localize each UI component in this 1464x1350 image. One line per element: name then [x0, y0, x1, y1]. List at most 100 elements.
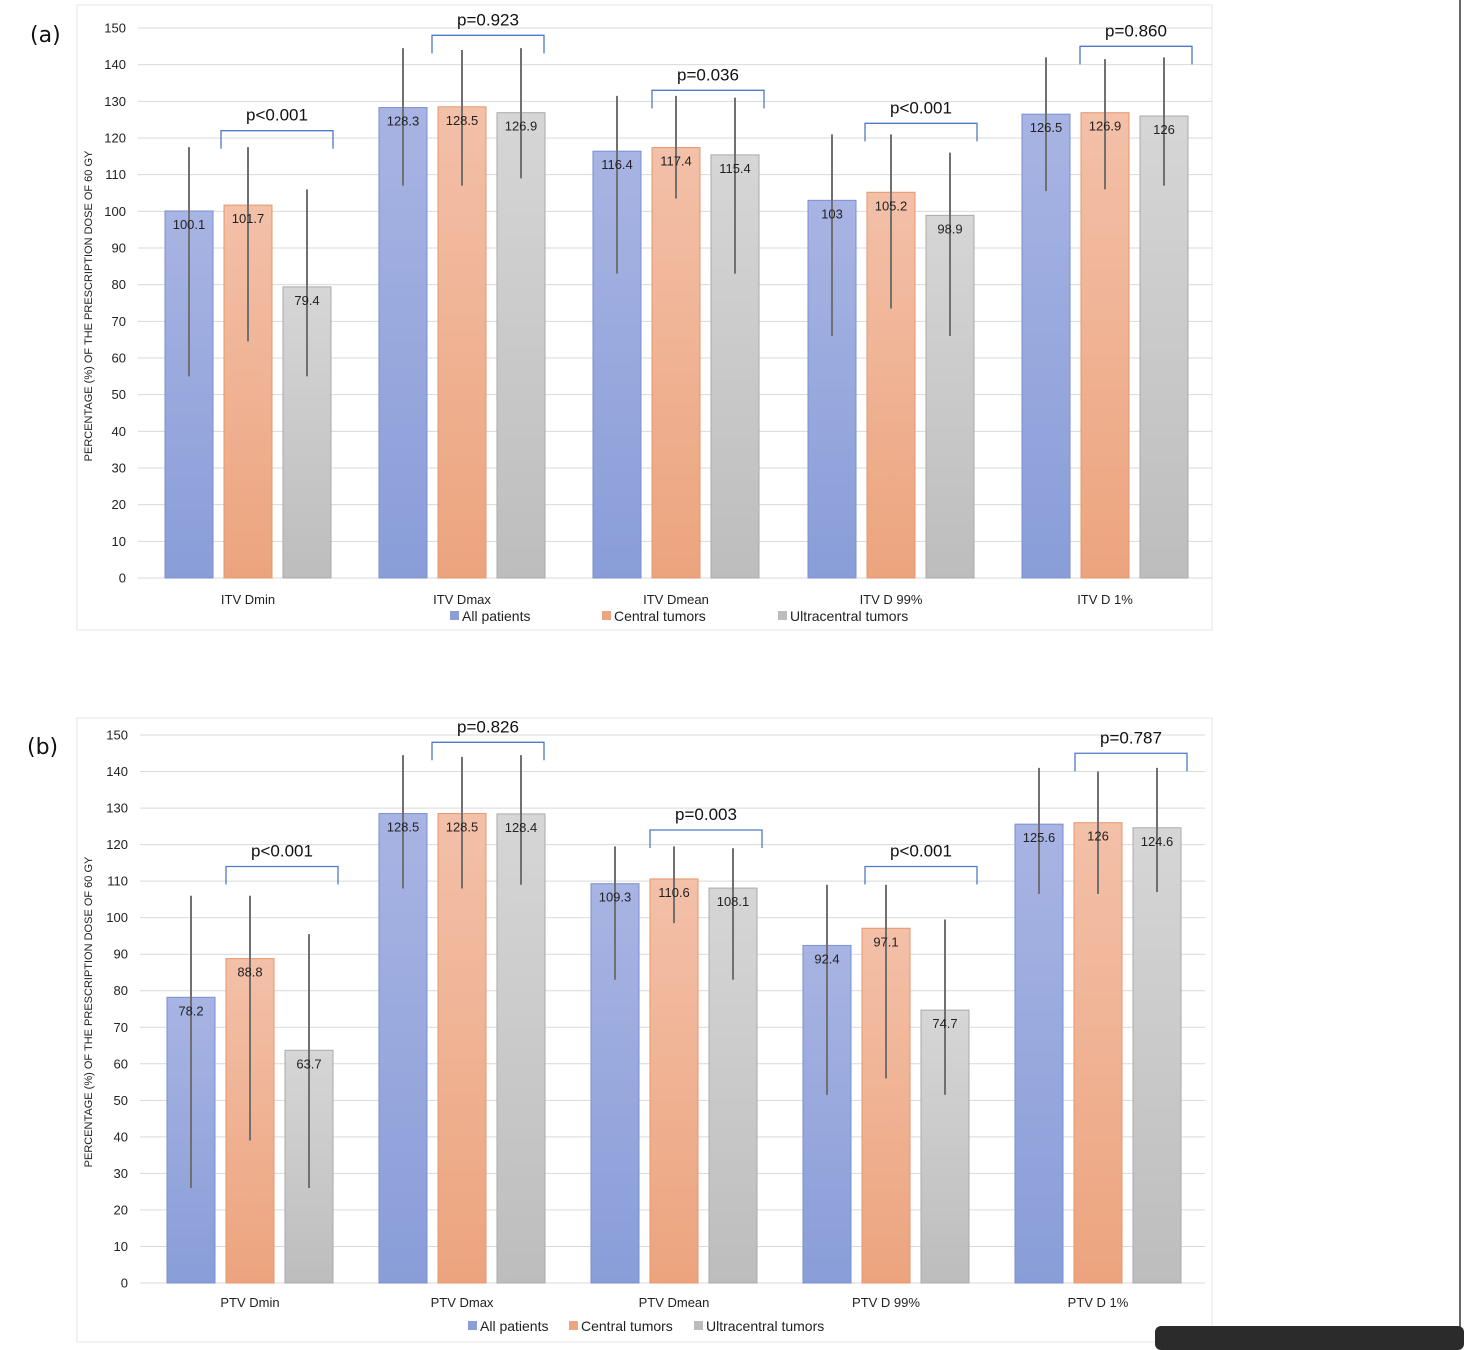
bar-central-tumors	[1073, 822, 1123, 1284]
p-value-label: p<0.001	[890, 842, 952, 861]
chart-a-frame	[76, 4, 1213, 631]
y-axis-label: PERCENTAGE (%) OF THE PRESCRIPTION DOSE …	[83, 150, 95, 461]
y-tick-label: 110	[105, 167, 126, 182]
chart-a: 0 10 20 30 40 50 60 70 80 90 100 110 120 130 140 150 PER…	[83, 10, 1212, 624]
significance-bracket	[220, 130, 334, 149]
category-label: ITV Dmin	[221, 592, 275, 607]
y-tick-label: 50	[112, 387, 126, 402]
data-label: 126.5	[1030, 120, 1063, 135]
legend-swatch-ultracentral-tumors	[778, 611, 787, 620]
legend-swatch-all-patients	[450, 611, 459, 620]
data-label: 97.1	[873, 934, 898, 949]
bar-central-tumors	[437, 813, 487, 1284]
category-label: ITV Dmax	[433, 592, 491, 607]
data-label: 109.3	[599, 890, 632, 905]
y-tick-label: 20	[114, 1202, 128, 1217]
panel-label-a: (a)	[30, 23, 61, 48]
y-tick-label: 70	[112, 314, 126, 329]
p-value-label: p=0.923	[457, 10, 519, 29]
y-tick-label: 0	[119, 571, 126, 586]
category-label: ITV D 99%	[860, 592, 923, 607]
data-label: 126	[1153, 122, 1175, 137]
y-tick-label: 10	[114, 1239, 128, 1254]
y-tick-label: 100	[106, 910, 128, 925]
category-label: PTV Dmean	[639, 1295, 710, 1310]
legend-swatch-central-tumors	[569, 1321, 578, 1330]
data-label: 126.9	[1089, 119, 1122, 134]
y-tick-label: 110	[107, 874, 128, 889]
data-label: 110.6	[658, 885, 690, 900]
y-tick-label: 120	[104, 131, 126, 146]
category-label: PTV Dmax	[431, 1295, 494, 1310]
y-tick-label: 130	[106, 801, 128, 816]
data-label: 117.4	[660, 154, 692, 169]
y-tick-label: 10	[112, 534, 126, 549]
significance-bracket	[1074, 752, 1188, 772]
data-label: 101.7	[232, 211, 265, 226]
y-tick-label: 40	[114, 1129, 128, 1144]
y-tick-label: 90	[114, 947, 128, 962]
legend-swatch-central-tumors	[602, 611, 611, 620]
bar-central-tumors	[1080, 112, 1130, 579]
data-label: 128.5	[446, 820, 479, 835]
y-tick-label: 140	[104, 57, 126, 72]
significance-bracket	[431, 741, 545, 761]
data-label: 125.6	[1023, 830, 1056, 845]
y-tick-label: 60	[112, 351, 126, 366]
significance-bracket	[225, 865, 339, 885]
data-label: 78.2	[178, 1003, 203, 1018]
category-label: PTV D 99%	[852, 1295, 920, 1310]
y-tick-label: 0	[121, 1276, 128, 1291]
y-tick-label: 40	[112, 424, 126, 439]
p-value-label: p=0.787	[1100, 728, 1162, 747]
bar-all-patients	[1014, 823, 1064, 1284]
bar-ultracentral-tumors	[1139, 115, 1189, 579]
y-tick-label: 80	[114, 983, 128, 998]
panel-label-b: (b)	[27, 735, 58, 760]
data-label: 124.6	[1141, 834, 1174, 849]
y-tick-label: 150	[106, 728, 128, 743]
y-tick-label: 130	[104, 94, 126, 109]
y-tick-label: 30	[114, 1166, 128, 1181]
category-label: PTV D 1%	[1068, 1295, 1129, 1310]
data-label: 103	[821, 206, 843, 221]
y-tick-label: 20	[112, 497, 126, 512]
p-value-label: p=0.860	[1105, 21, 1167, 40]
data-label: 126	[1087, 829, 1109, 844]
data-label: 88.8	[237, 965, 262, 980]
data-label: 98.9	[937, 221, 962, 236]
bar-ultracentral-tumors	[1132, 827, 1182, 1284]
y-tick-label: 140	[106, 764, 128, 779]
y-tick-label: 80	[112, 277, 126, 292]
data-label: 128.5	[387, 820, 420, 835]
significance-bracket	[864, 122, 978, 142]
data-label: 105.2	[875, 198, 908, 213]
p-value-label: p=0.003	[675, 805, 737, 824]
legend-swatch-all-patients	[468, 1321, 477, 1330]
data-label: 74.7	[932, 1016, 957, 1031]
y-tick-label: 30	[112, 461, 126, 476]
p-value-label: p=0.036	[677, 65, 739, 84]
data-label: 100.1	[173, 217, 206, 232]
bar-ultracentral-tumors	[496, 112, 546, 579]
significance-bracket	[431, 34, 545, 54]
p-value-label: p=0.826	[457, 717, 519, 736]
data-label: 63.7	[296, 1056, 321, 1071]
significance-bracket	[649, 829, 763, 848]
data-label: 128.3	[387, 114, 420, 129]
bar-central-tumors	[651, 147, 701, 579]
significance-bracket	[651, 89, 765, 109]
data-label: 128.4	[505, 820, 538, 835]
y-tick-label: 120	[106, 837, 128, 852]
p-value-label: p<0.001	[246, 106, 308, 125]
data-label: 116.4	[601, 157, 633, 172]
chart-b-frame	[76, 717, 1213, 1343]
legend-swatch-ultracentral-tumors	[694, 1321, 703, 1330]
data-label: 128.5	[446, 113, 479, 128]
legend-label-ultracentral-tumors: Ultracentral tumors	[706, 1318, 824, 1334]
legend-label-central-tumors: Central tumors	[581, 1318, 673, 1334]
significance-bracket	[1079, 45, 1193, 65]
bottom-toolbar	[1155, 1326, 1464, 1350]
y-tick-label: 100	[104, 204, 126, 219]
